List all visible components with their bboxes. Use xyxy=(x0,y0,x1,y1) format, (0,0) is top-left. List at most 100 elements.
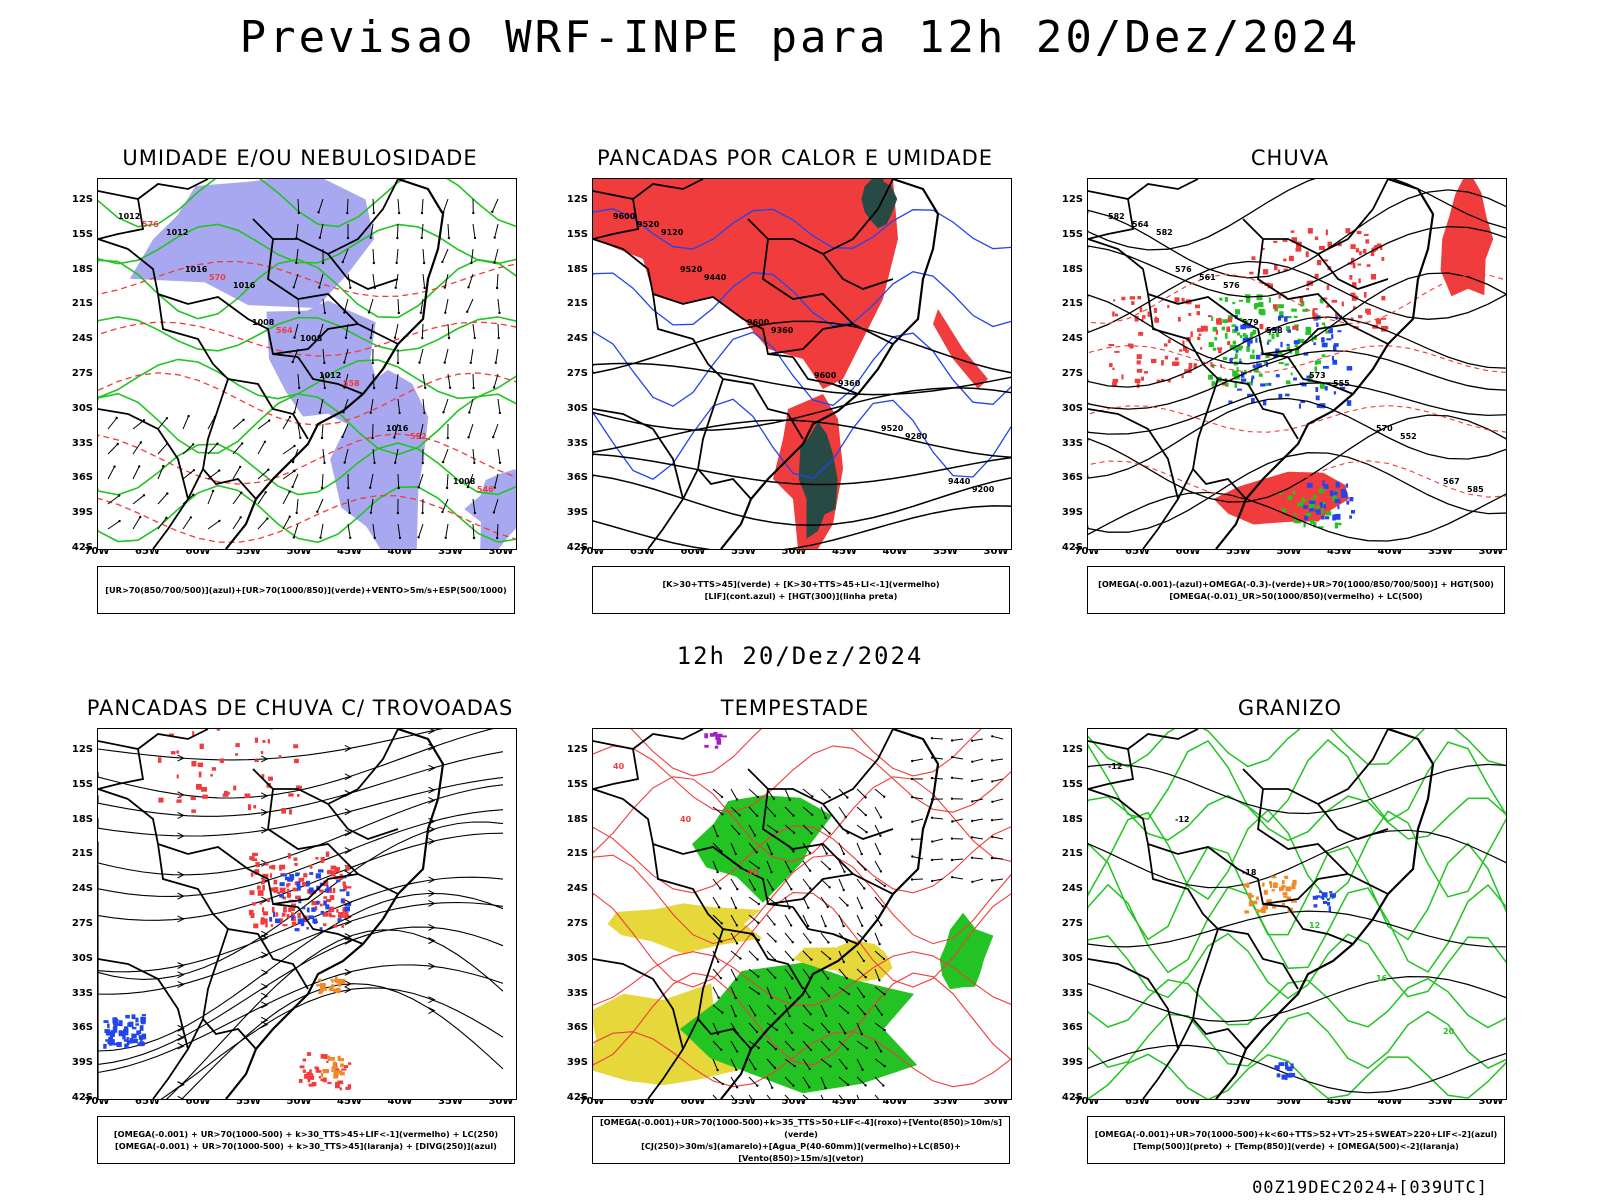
speckle-mark xyxy=(273,911,276,918)
border-line xyxy=(767,323,894,355)
lon-tick-label: 50W xyxy=(781,546,807,557)
lon-tick-label: 55W xyxy=(1226,1096,1251,1107)
speckle-mark xyxy=(326,1060,329,1064)
speckle-mark xyxy=(1255,909,1261,913)
lat-tick-label: 36S xyxy=(1061,1022,1083,1034)
speckle-mark xyxy=(1278,295,1281,299)
speckle-mark xyxy=(334,1068,340,1072)
speckle-mark xyxy=(293,857,298,861)
lat-tick-label: 42S xyxy=(566,1092,588,1103)
wind-vector-head xyxy=(716,870,719,874)
streamline-arrow xyxy=(428,924,436,931)
wind-vector-head xyxy=(372,211,375,215)
wind-vector xyxy=(802,968,811,979)
streamline-arrow xyxy=(428,889,436,897)
speckle-mark xyxy=(311,901,317,906)
speckle-mark xyxy=(331,979,334,983)
contour-line xyxy=(98,223,516,265)
speckle-mark xyxy=(1219,297,1223,301)
wind-vector-head xyxy=(846,796,849,799)
wind-vector-head xyxy=(860,852,863,856)
wind-vector-head xyxy=(878,979,881,982)
wind-vector-head xyxy=(828,867,831,871)
wind-vector xyxy=(748,1076,758,1087)
speckle-mark xyxy=(1236,332,1240,336)
wind-vector xyxy=(418,473,424,488)
speckle-mark xyxy=(1293,315,1298,319)
speckle-mark xyxy=(1294,350,1300,356)
border-line xyxy=(1142,468,1194,549)
streamline-arrow xyxy=(428,996,436,1004)
wind-vector-head xyxy=(417,536,420,539)
speckle-mark xyxy=(306,880,310,887)
streamline-arrow xyxy=(344,808,352,816)
speckle-mark xyxy=(1335,481,1340,488)
speckle-mark xyxy=(286,888,290,893)
wind-vector-head xyxy=(162,464,165,468)
speckle-mark xyxy=(1313,342,1316,346)
lat-tick-label: 42S xyxy=(566,542,588,553)
wind-vector-head xyxy=(792,814,795,817)
contour-label: 582 xyxy=(1108,212,1125,221)
speckle-mark xyxy=(1281,885,1285,891)
wind-vector-head xyxy=(878,852,882,856)
lon-tick-label: 45W xyxy=(1327,1096,1352,1107)
speckle-mark xyxy=(1321,892,1328,898)
wind-vector xyxy=(207,520,220,530)
map-plot: 582 576 579 573 570 567 564 561 558 555 552 585 582 5… xyxy=(1087,178,1507,550)
speckle-mark xyxy=(135,1017,139,1023)
speckle-mark xyxy=(300,920,305,927)
border-line xyxy=(98,958,189,1050)
speckle-mark xyxy=(1240,324,1247,330)
speckle-mark xyxy=(320,983,324,988)
speckle-mark xyxy=(1275,332,1280,338)
wind-vector-head xyxy=(991,835,994,839)
wind-vector xyxy=(820,860,831,870)
speckle-mark xyxy=(1237,317,1243,320)
speckle-mark xyxy=(1316,260,1322,266)
speckle-mark xyxy=(279,864,286,870)
wind-vector xyxy=(766,842,773,855)
speckle-mark xyxy=(1279,887,1283,892)
wind-vector xyxy=(293,398,299,413)
wind-vector xyxy=(730,932,738,944)
speckle-mark xyxy=(1216,318,1222,323)
lon-tick-label: 30W xyxy=(983,546,1009,557)
wind-vector-head xyxy=(845,977,848,980)
wind-vector xyxy=(712,788,723,798)
wind-vector xyxy=(446,473,449,489)
speckle-mark xyxy=(1291,883,1296,890)
speckle-mark xyxy=(1319,502,1323,508)
speckle-mark xyxy=(1188,312,1192,317)
wind-vector xyxy=(784,824,795,834)
speckle-mark xyxy=(325,904,330,910)
wind-vector-head xyxy=(789,924,793,927)
wind-vector xyxy=(766,878,774,890)
wind-vector xyxy=(874,842,881,855)
wind-vector xyxy=(107,520,120,530)
contour-line xyxy=(1088,491,1506,542)
speckle-mark xyxy=(1268,382,1272,386)
speckle-mark xyxy=(306,927,309,930)
speckle-mark xyxy=(1313,494,1317,499)
wind-vector-head xyxy=(318,286,321,289)
speckle-mark xyxy=(704,733,708,739)
speckle-mark xyxy=(192,731,195,737)
wind-vector xyxy=(820,896,829,908)
speckle-mark xyxy=(344,906,351,912)
speckle-mark xyxy=(140,1019,146,1025)
speckle-mark xyxy=(1380,317,1387,320)
speckle-mark xyxy=(1235,309,1240,315)
wind-vector-head xyxy=(734,1014,737,1018)
speckle-mark xyxy=(227,792,231,795)
wind-vector-head xyxy=(318,411,322,414)
speckle-mark xyxy=(289,905,295,912)
wind-vector xyxy=(207,443,218,455)
wind-vector xyxy=(931,858,944,861)
wind-vector xyxy=(972,738,984,742)
wind-vector-head xyxy=(773,1066,777,1070)
contour-label: 546 xyxy=(477,485,494,494)
wind-vector-head xyxy=(720,940,723,943)
wind-vector xyxy=(932,838,944,843)
speckle-mark xyxy=(1315,895,1321,898)
